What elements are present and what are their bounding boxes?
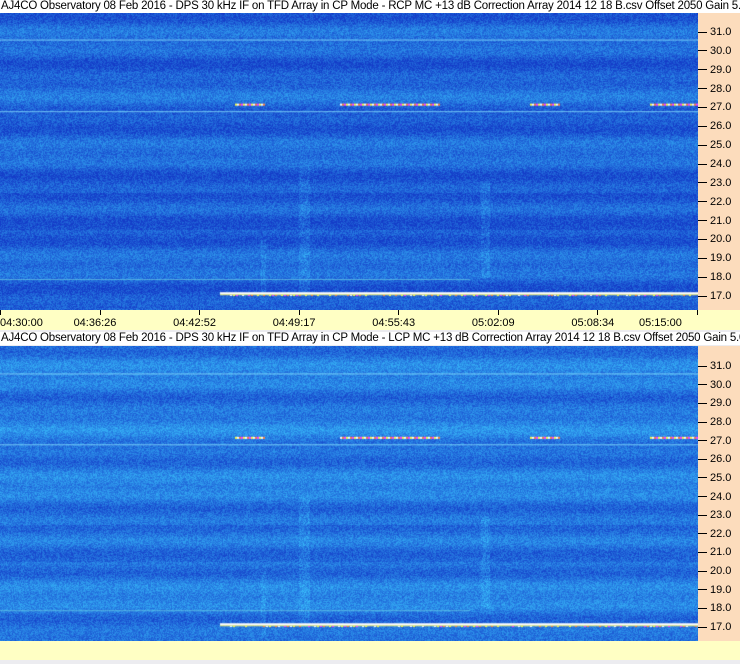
rcp-frequency-axis: 31.0 30.0 29.0 28.0 27.0 26.0 25.0 24.0 23.0 22.0…: [698, 13, 740, 310]
y-tick-label: 24.0: [698, 492, 731, 503]
y-tick-label: 27.0: [698, 436, 731, 447]
y-tick-label: 18.0: [698, 272, 731, 283]
y-tick-label: 28.0: [698, 84, 731, 95]
lcp-time-axis: [0, 641, 740, 660]
y-tick-label: 17.0: [698, 622, 731, 633]
y-tick-label: 29.0: [698, 65, 731, 76]
y-tick-label: 20.0: [698, 234, 731, 245]
y-tick-label: 21.0: [698, 547, 731, 558]
y-tick-label: 25.0: [698, 140, 731, 151]
y-tick-label: 24.0: [698, 159, 731, 170]
y-tick-label: 22.0: [698, 529, 731, 540]
rcp-panel-title: AJ4CO Observatory 08 Feb 2016 - DPS 30 k…: [0, 0, 740, 13]
y-tick-label: 26.0: [698, 121, 731, 132]
y-tick-label: 23.0: [698, 510, 731, 521]
x-tick-label: 05:15:00: [639, 317, 682, 329]
y-tick-label: 31.0: [698, 27, 731, 38]
x-tick-label: 04:30:00: [0, 317, 43, 329]
y-tick-label: 28.0: [698, 417, 731, 428]
lcp-spectrogram[interactable]: [0, 346, 698, 641]
y-tick-label: 22.0: [698, 197, 731, 208]
time-axis: 04:30:00 04:36:26 04:42:52 04:49:17 04:55:43…: [0, 310, 740, 330]
y-tick-label: 17.0: [698, 291, 731, 302]
y-tick-label: 19.0: [698, 253, 731, 264]
y-tick-label: 29.0: [698, 398, 731, 409]
x-tick-label: 04:42:52: [173, 317, 216, 329]
y-tick-label: 19.0: [698, 585, 731, 596]
y-tick-label: 30.0: [698, 380, 731, 391]
y-tick-label: 18.0: [698, 603, 731, 614]
y-tick-label: 25.0: [698, 473, 731, 484]
y-tick-label: 26.0: [698, 454, 731, 465]
y-tick-label: 23.0: [698, 178, 731, 189]
x-tick-label: 05:02:09: [472, 317, 515, 329]
y-tick-label: 20.0: [698, 566, 731, 577]
y-tick-label: 27.0: [698, 102, 731, 113]
x-tick-label: 04:36:26: [74, 317, 117, 329]
lcp-panel-title: AJ4CO Observatory 08 Feb 2016 - DPS 30 k…: [0, 332, 740, 345]
y-tick-label: 30.0: [698, 46, 731, 57]
y-tick-label: 31.0: [698, 361, 731, 372]
x-tick-label: 04:49:17: [273, 317, 316, 329]
x-tick-label: 05:08:34: [571, 317, 614, 329]
x-tick-label: 04:55:43: [372, 317, 415, 329]
rcp-spectrogram[interactable]: [0, 13, 698, 310]
lcp-frequency-axis: 31.0 30.0 29.0 28.0 27.0 26.0 25.0 24.0 23.0 22.0…: [698, 346, 740, 641]
y-tick-label: 21.0: [698, 216, 731, 227]
